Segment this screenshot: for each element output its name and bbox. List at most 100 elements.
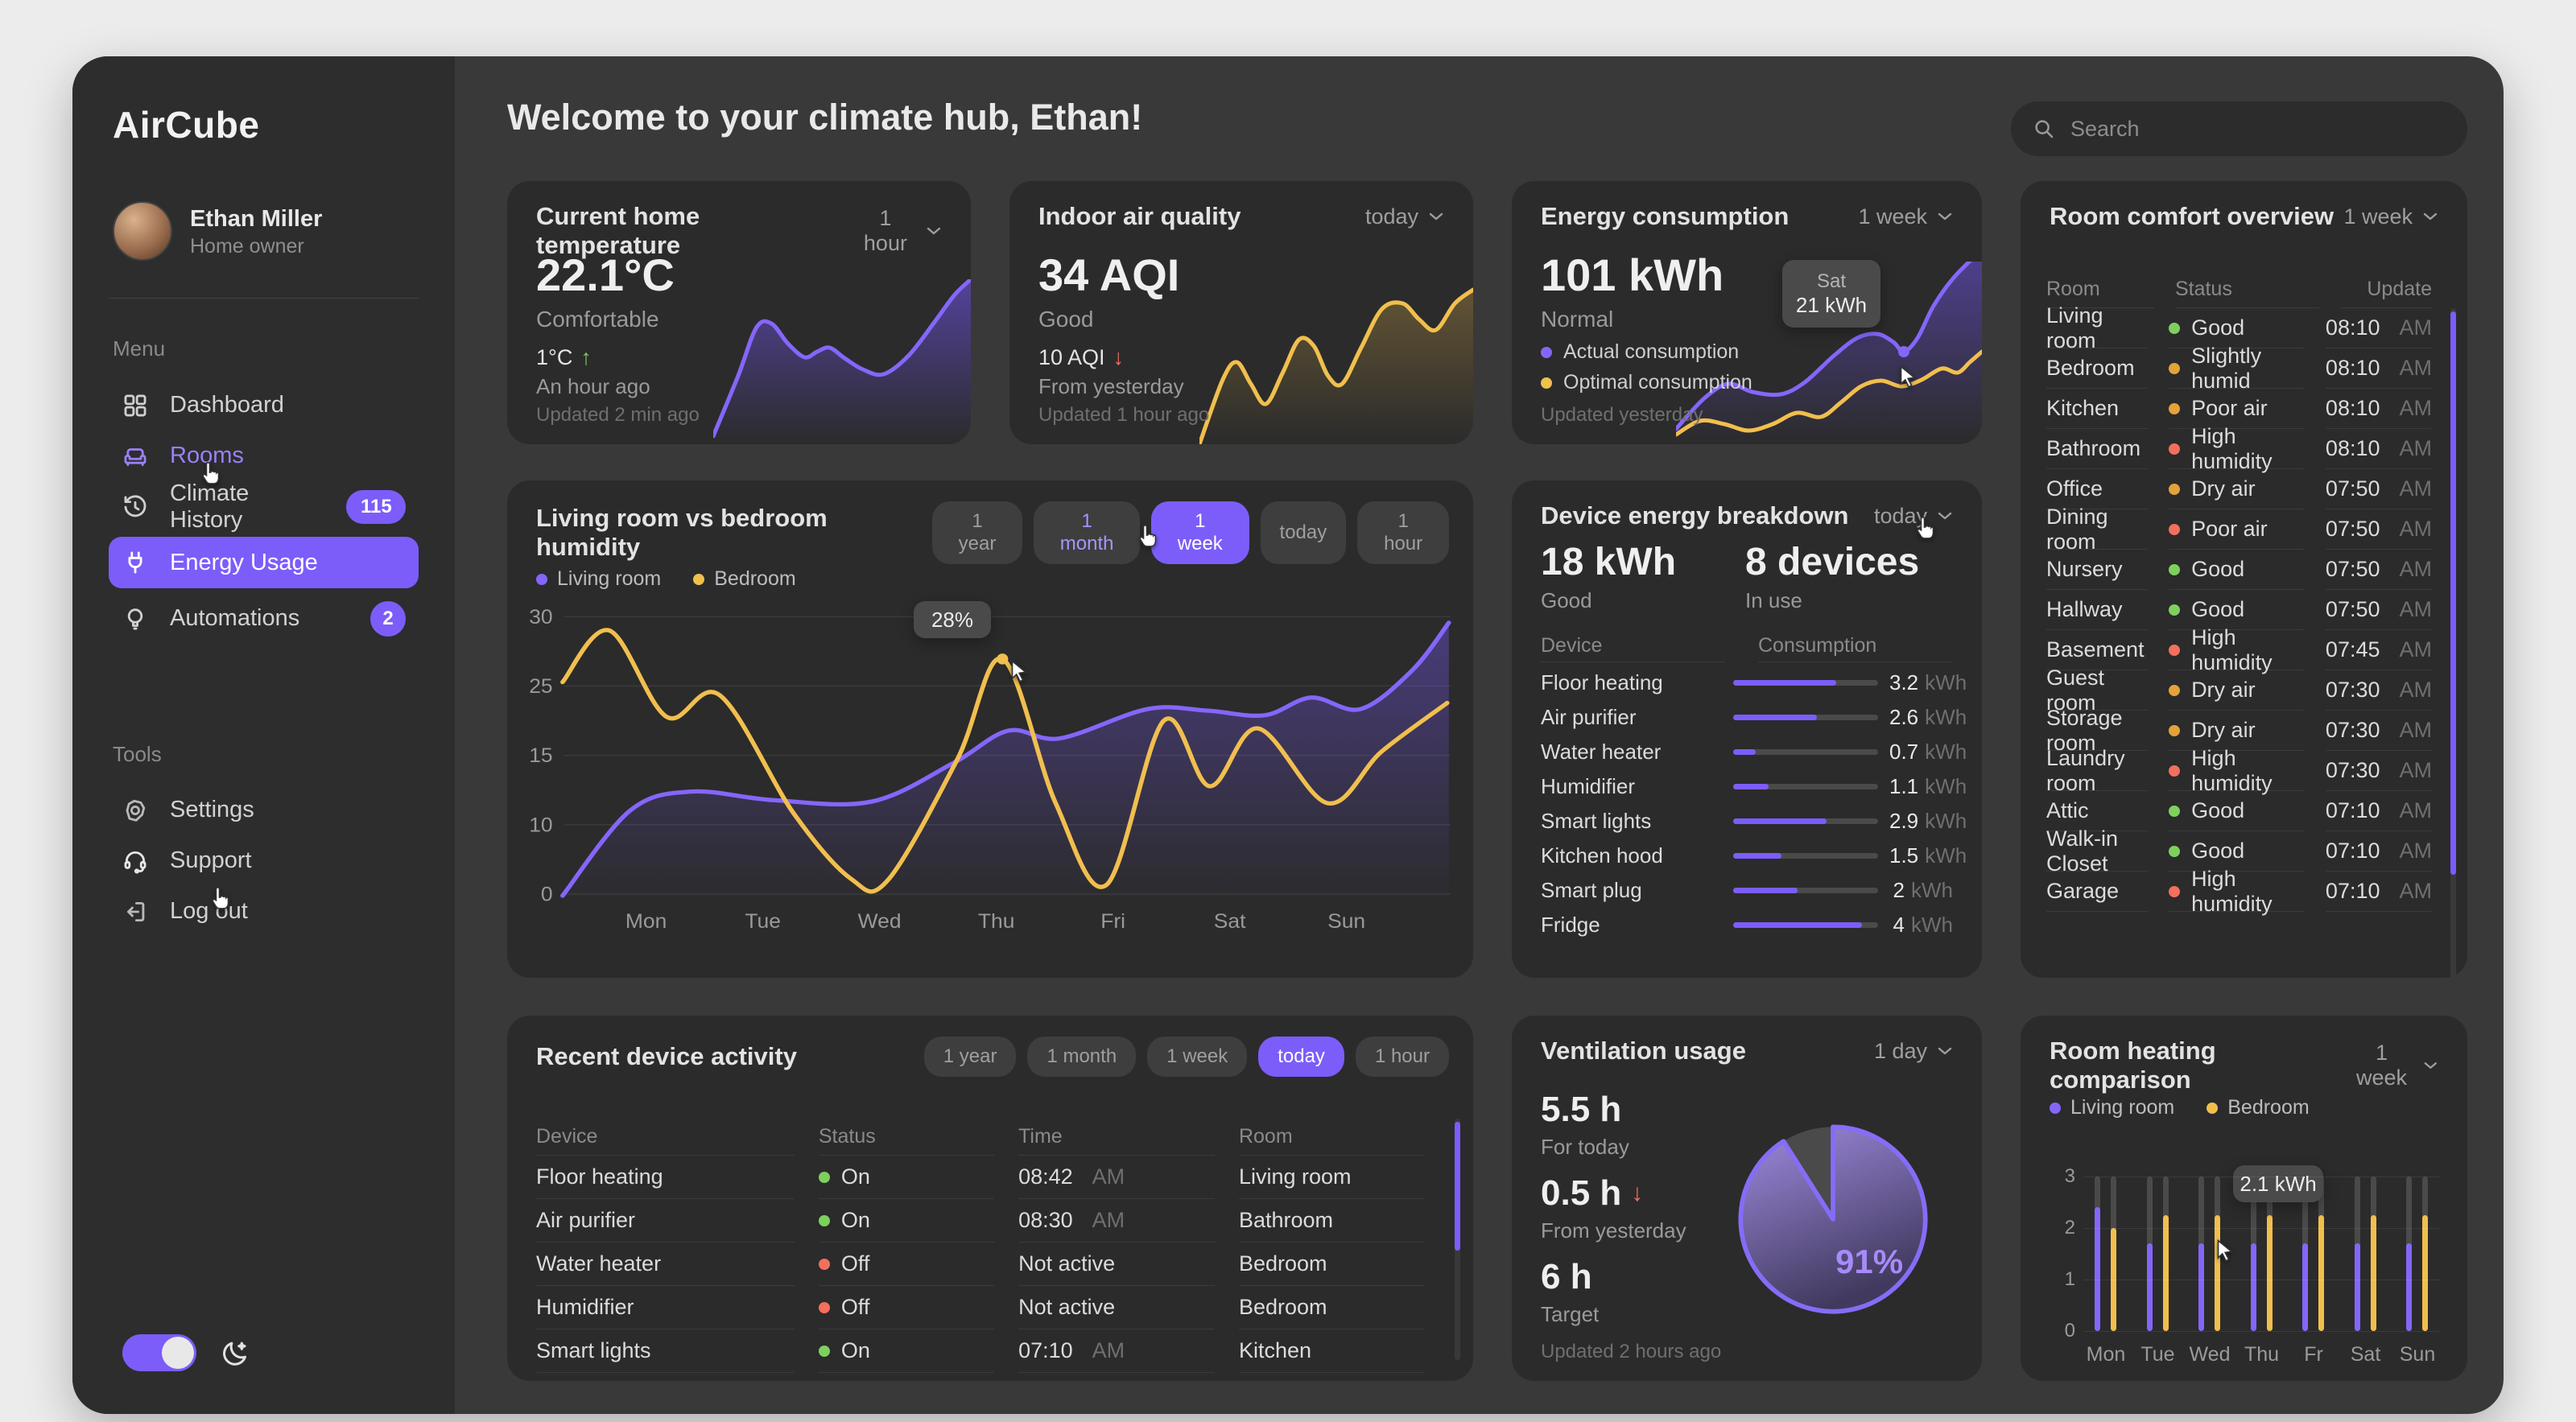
pill-1-hour[interactable]: 1 hour — [1355, 1037, 1449, 1077]
pill-1-month[interactable]: 1 month — [1027, 1037, 1137, 1077]
table-row[interactable]: Garage High humidity 07:10 AM — [2046, 866, 2432, 916]
heating-bar-group[interactable]: Sat — [2348, 1177, 2384, 1366]
sidebar-divider — [109, 298, 419, 299]
table-row[interactable]: Living room Good 08:10 AM — [2046, 303, 2432, 352]
table-row[interactable]: Laundry room High humidity 07:30 AM — [2046, 745, 2432, 795]
table-row[interactable]: Smart lights On 07:10 AM Kitchen — [536, 1329, 1425, 1373]
user-name: Ethan Miller — [190, 205, 323, 232]
pill-1-year[interactable]: 1 year — [931, 501, 1023, 564]
scrollbar-thumb[interactable] — [2450, 311, 2456, 875]
pill-1-hour[interactable]: 1 hour — [1357, 501, 1450, 564]
sidebar-item-rooms[interactable]: Rooms — [109, 431, 419, 481]
status-dot — [2169, 765, 2181, 777]
logout-icon — [122, 898, 149, 925]
table-row[interactable]: Floor heating 3.2 kWh — [1541, 670, 1967, 695]
air-quality-range-select[interactable]: today — [1360, 204, 1449, 230]
table-row[interactable]: Walk-in Closet Good 07:10 AM — [2046, 826, 2432, 876]
table-row[interactable]: Kitchen hood 1.5 kWh — [1541, 843, 1967, 868]
pill-1-week[interactable]: 1 week — [1147, 1037, 1248, 1077]
card-air-quality: Indoor air quality today 34 AQI Good 10 … — [1009, 181, 1473, 444]
ventilation-delta: 0.5 h ↓ — [1541, 1173, 1644, 1213]
legend-dot — [2050, 1102, 2061, 1114]
table-row[interactable]: Humidifier Off Not active Bedroom — [536, 1286, 1425, 1329]
sidebar-item-settings[interactable]: Settings — [109, 785, 419, 835]
room-comfort-range-select[interactable]: 1 week — [2339, 204, 2443, 230]
arrow-down-icon: ↓ — [1631, 1180, 1644, 1206]
pill-today[interactable]: today — [1260, 501, 1347, 564]
dark-mode-toggle[interactable] — [122, 1334, 196, 1371]
table-row[interactable]: Guest room Dry air 07:30 AM — [2046, 665, 2432, 715]
search-bar — [2011, 101, 2467, 156]
ventilation-percent: 91% — [1835, 1243, 1904, 1280]
pill-today[interactable]: today — [1258, 1037, 1344, 1077]
heating-range-select[interactable]: 1 week — [2345, 1040, 2443, 1091]
sidebar-item-automations[interactable]: Automations 2 — [109, 593, 419, 644]
ventilation-delta-label: From yesterday — [1541, 1218, 1686, 1243]
svg-text:25: 25 — [529, 676, 552, 698]
cursor-hand — [1909, 513, 1942, 546]
heating-bar-group[interactable]: Fr — [2296, 1177, 2331, 1366]
sidebar-item-logout[interactable]: Log out — [109, 886, 419, 937]
humidity-tooltip: 28% — [914, 601, 991, 638]
scrollbar-thumb[interactable] — [1455, 1122, 1460, 1251]
card-room-heating: Room heating comparison 1 week Living ro… — [2021, 1016, 2467, 1381]
ventilation-range-select[interactable]: 1 day — [1869, 1038, 1958, 1065]
legend-dot — [1541, 377, 1552, 389]
temperature-sparkline — [713, 279, 971, 444]
table-row[interactable]: Hallway Good 07:50 AM — [2046, 590, 2432, 630]
air-quality-updated: Updated 1 hour ago — [1038, 404, 1210, 426]
table-row[interactable]: Air purifier 2.6 kWh — [1541, 705, 1967, 729]
heating-bar-group[interactable]: Wed — [2190, 1177, 2230, 1366]
temperature-delta-sub: An hour ago — [536, 374, 650, 398]
table-row[interactable]: Attic Good 07:10 AM — [2046, 791, 2432, 831]
status-dot — [818, 1171, 830, 1183]
heating-bar-group[interactable]: Sun — [2400, 1177, 2435, 1366]
heating-bar-group[interactable]: Tue — [2140, 1177, 2176, 1366]
table-row[interactable]: Bathroom High humidity 08:10 AM — [2046, 423, 2432, 473]
chevron-down-icon — [2425, 1061, 2438, 1069]
search-input[interactable] — [2069, 115, 2446, 142]
svg-text:Mon: Mon — [625, 911, 667, 933]
pill-1-month[interactable]: 1 month — [1034, 501, 1141, 564]
breakdown-range-select[interactable]: today — [1869, 503, 1958, 530]
table-row[interactable]: Dining room Poor air 07:50 AM — [2046, 504, 2432, 554]
table-row[interactable]: Nursery Good 07:50 AM — [2046, 550, 2432, 590]
activity-table: Floor heating On 08:42 AM Living room Air pur… — [536, 1156, 1425, 1373]
status-dot — [818, 1258, 830, 1270]
table-row[interactable]: Kitchen Poor air 08:10 AM — [2046, 389, 2432, 429]
heating-bar-group[interactable]: Thu — [2244, 1177, 2280, 1366]
heating-bar-group[interactable]: Mon — [2087, 1177, 2125, 1366]
table-row[interactable]: Basement High humidity 07:45 AM — [2046, 624, 2432, 674]
sidebar-item-energy-usage[interactable]: Energy Usage — [109, 537, 419, 588]
sidebar-item-support[interactable]: Support — [109, 835, 419, 886]
pill-1-week[interactable]: 1 week — [1151, 501, 1249, 564]
cursor-hand — [204, 884, 237, 916]
pill-1-year[interactable]: 1 year — [923, 1037, 1017, 1077]
status-dot — [818, 1214, 830, 1226]
table-row[interactable]: Humidifier 1.1 kWh — [1541, 774, 1967, 798]
table-row[interactable]: Air purifier On 08:30 AM Bathroom — [536, 1199, 1425, 1243]
legend-dot — [1541, 346, 1552, 358]
table-row[interactable]: Floor heating On 08:42 AM Living room — [536, 1156, 1425, 1199]
table-row[interactable]: Water heater Off Not active Bedroom — [536, 1243, 1425, 1286]
sidebar-item-climate-history[interactable]: Climate History 115 — [109, 480, 419, 533]
table-row[interactable]: Storage room Dry air 07:30 AM — [2046, 705, 2432, 755]
sidebar-item-dashboard[interactable]: Dashboard — [109, 380, 419, 431]
energy-tooltip: Sat 21 kWh — [1782, 260, 1880, 328]
table-row[interactable]: Office Dry air 07:50 AM — [2046, 469, 2432, 509]
chevron-down-icon — [1938, 1047, 1952, 1054]
svg-text:Wed: Wed — [858, 911, 902, 933]
table-row[interactable]: Smart lights 2.9 kWh — [1541, 809, 1967, 833]
energy-range-select[interactable]: 1 week — [1853, 204, 1958, 230]
temperature-delta: 1°C ↑ — [536, 345, 592, 369]
table-row[interactable]: Fridge 4 kWh — [1541, 913, 1953, 937]
user-profile[interactable]: Ethan Miller Home owner — [113, 201, 322, 261]
temperature-status: Comfortable — [536, 307, 659, 332]
table-row[interactable]: Smart plug 2 kWh — [1541, 878, 1953, 902]
table-row[interactable]: Bedroom Slightly humid 08:10 AM — [2046, 343, 2432, 393]
status-dot — [818, 1301, 830, 1313]
plug-icon — [122, 549, 149, 576]
temperature-range-select[interactable]: 1 hour — [850, 205, 947, 257]
table-row[interactable]: Water heater 0.7 kWh — [1541, 740, 1967, 764]
